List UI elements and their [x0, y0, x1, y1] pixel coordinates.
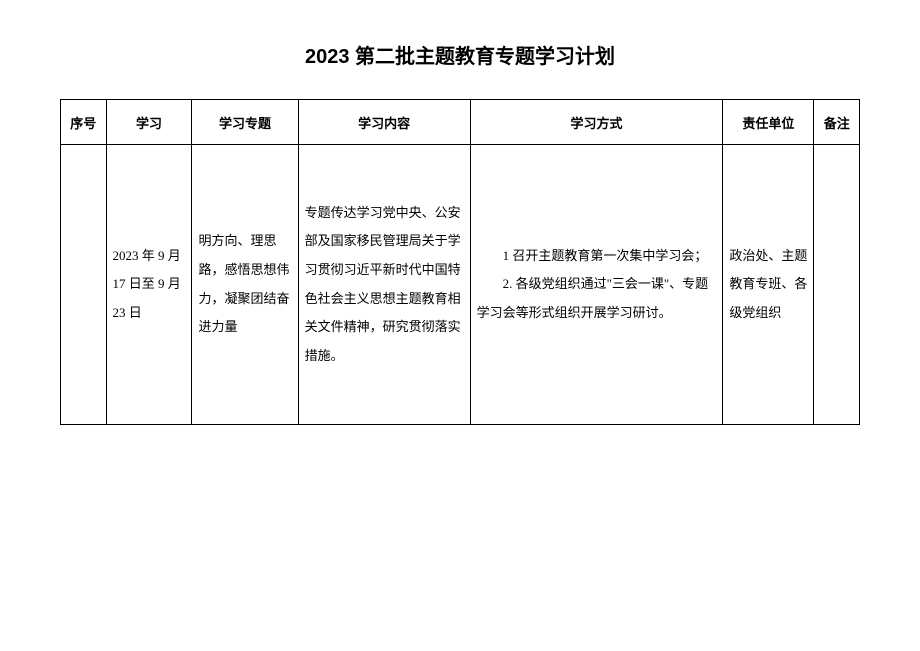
cell-content: 专题传达学习党中央、公安部及国家移民管理局关于学习贯彻习近平新时代中国特色社会主… [298, 145, 470, 425]
study-plan-table: 序号 学习 学习专题 学习内容 学习方式 责任单位 备注 2023 年 9 月 … [60, 99, 860, 425]
cell-seq [61, 145, 107, 425]
table-row: 2023 年 9 月 17 日至 9 月 23 日 明方向、理思路，感悟思想伟力… [61, 145, 860, 425]
cell-note [814, 145, 860, 425]
table-header-row: 序号 学习 学习专题 学习内容 学习方式 责任单位 备注 [61, 100, 860, 145]
header-seq: 序号 [61, 100, 107, 145]
document-title: 2023 第二批主题教育专题学习计划 [60, 40, 860, 69]
header-content: 学习内容 [298, 100, 470, 145]
header-study: 学习 [106, 100, 192, 145]
cell-study: 2023 年 9 月 17 日至 9 月 23 日 [106, 145, 192, 425]
method-line-2: 2. 各级党组织通过"三会一课"、专题学习会等形式组织开展学习研讨。 [477, 270, 717, 327]
cell-topic: 明方向、理思路，感悟思想伟力，凝聚团结奋进力量 [192, 145, 298, 425]
method-line-1: 1 召开主题教育第一次集中学习会； [477, 242, 717, 271]
cell-unit: 政治处、主题教育专班、各级党组织 [723, 145, 814, 425]
header-topic: 学习专题 [192, 100, 298, 145]
header-unit: 责任单位 [723, 100, 814, 145]
cell-method: 1 召开主题教育第一次集中学习会； 2. 各级党组织通过"三会一课"、专题学习会… [470, 145, 723, 425]
header-method: 学习方式 [470, 100, 723, 145]
header-note: 备注 [814, 100, 860, 145]
